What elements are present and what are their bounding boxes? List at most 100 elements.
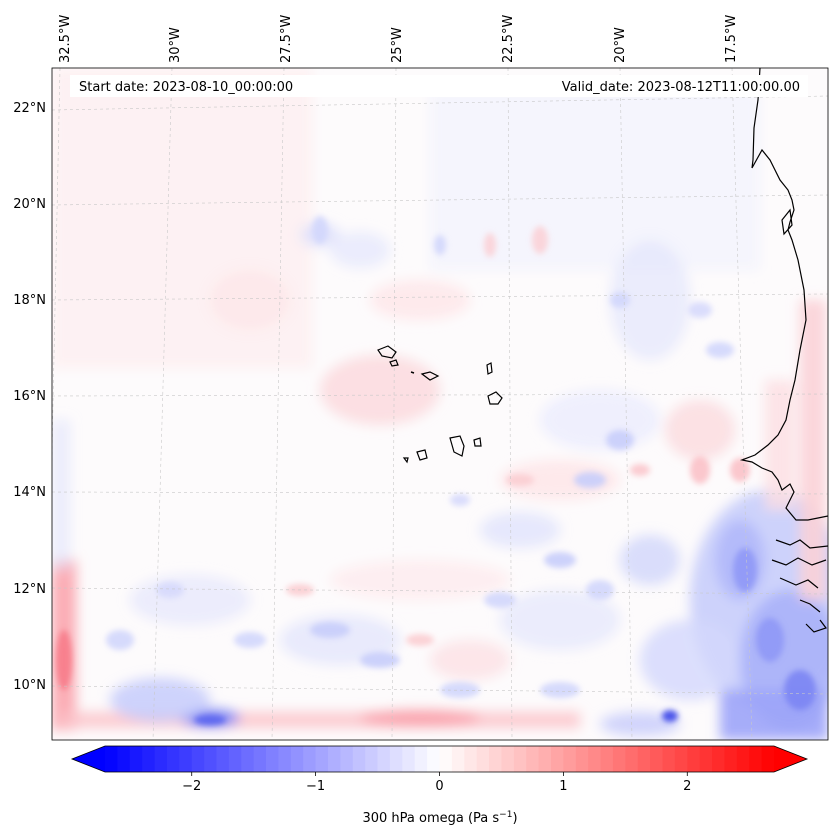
colorbar-cell [402, 746, 416, 772]
colorbar-title-end: ) [512, 811, 517, 826]
colorbar-cell [315, 746, 329, 772]
colorbar-tick: 2 [683, 772, 691, 794]
colorbar-cell [340, 746, 354, 772]
lat-tick-label: 18°N [13, 293, 46, 308]
colorbar-cell [687, 746, 701, 772]
lat-tick-label: 14°N [13, 485, 46, 500]
colorbar-cell [377, 746, 391, 772]
colorbar-cell [637, 746, 651, 772]
colorbar-cell [538, 746, 552, 772]
start-date-label: Start date: 2023-08-10_00:00:00 [79, 80, 293, 95]
colorbar-ticks: −2 −1 0 1 2 [182, 772, 691, 794]
colorbar-title-main: 300 hPa omega (Pa s [362, 811, 499, 826]
colorbar-extend-max [774, 746, 807, 772]
island-dot [410, 371, 415, 374]
gridlines [52, 68, 828, 740]
annotation-box [70, 75, 808, 97]
colorbar-cell [154, 746, 168, 772]
colorbar-tick: 0 [435, 772, 444, 794]
colorbar-cell [290, 746, 304, 772]
colorbar-cell [551, 746, 564, 772]
colorbar-cell [191, 746, 205, 772]
colorbar-cell [142, 746, 156, 772]
colorbar-cells [105, 746, 775, 772]
colorbar-tick: 1 [559, 772, 568, 794]
colorbar-cell [389, 746, 403, 772]
lon-tick-label: 22.5°W [501, 15, 516, 63]
lat-tick-labels: 22°N 20°N 18°N 16°N 14°N 12°N 10°N [13, 101, 46, 693]
colorbar-cell [204, 746, 218, 772]
colorbar-cell [588, 746, 602, 772]
lon-tick-label: 17.5°W [724, 15, 739, 63]
valid-date-label: Valid_date: 2023-08-12T11:00:00.00 [562, 80, 800, 95]
colorbar-title: 300 hPa omega (Pa s−1) [362, 810, 517, 826]
colorbar-cell [600, 746, 614, 772]
colorbar-cell [427, 746, 441, 772]
colorbar-cell [712, 746, 726, 772]
colorbar-tick: −2 [182, 772, 201, 794]
colorbar-cell [761, 746, 775, 772]
colorbar-cell [489, 746, 503, 772]
colorbar-tick-label: 1 [559, 779, 567, 794]
colorbar-cell [328, 746, 341, 772]
colorbar: −2 −1 0 1 2 300 hPa om [70, 745, 809, 826]
coastlines [377, 68, 828, 633]
lat-tick-label: 20°N [13, 197, 46, 212]
colorbar-cell [464, 746, 478, 772]
lat-tick-label: 16°N [13, 389, 46, 404]
colorbar-cell [241, 746, 255, 772]
colorbar-cell [253, 746, 267, 772]
colorbar-extend-min [72, 746, 105, 772]
colorbar-cell [476, 746, 490, 772]
lat-tick-label: 22°N [13, 101, 46, 116]
colorbar-tick-label: 2 [683, 779, 691, 794]
colorbar-title-sup: −1 [499, 810, 512, 820]
colorbar-cell [179, 746, 193, 772]
lon-tick-label: 30°W [168, 27, 183, 63]
colorbar-cell [724, 746, 738, 772]
colorbar-outline [70, 745, 809, 773]
colorbar-cell [439, 746, 453, 772]
lon-tick-label: 20°W [613, 27, 628, 63]
colorbar-cell [699, 746, 713, 772]
colorbar-cell [414, 746, 428, 772]
colorbar-cell [365, 746, 379, 772]
lon-tick-label: 25°W [390, 27, 405, 63]
colorbar-cell [650, 746, 664, 772]
colorbar-cell [216, 746, 230, 772]
lon-tick-label: 27.5°W [279, 15, 294, 63]
colorbar-cell [117, 746, 131, 772]
colorbar-cell [352, 746, 366, 772]
lat-tick-label: 12°N [13, 582, 46, 597]
colorbar-cell [303, 746, 317, 772]
colorbar-cell [513, 746, 527, 772]
colorbar-cell [228, 746, 242, 772]
colorbar-cell [166, 746, 180, 772]
colorbar-cell [129, 746, 143, 772]
lon-tick-label: 32.5°W [58, 15, 73, 63]
colorbar-cell [749, 746, 763, 772]
colorbar-cell [526, 746, 540, 772]
colorbar-cell [674, 746, 688, 772]
colorbar-cell [736, 746, 750, 772]
colorbar-cell [575, 746, 589, 772]
colorbar-cell [501, 746, 515, 772]
colorbar-cell [266, 746, 280, 772]
colorbar-cell [278, 746, 292, 772]
colorbar-cell [451, 746, 465, 772]
colorbar-cell [662, 746, 676, 772]
colorbar-tick-label: 0 [435, 779, 443, 794]
map-frame [51, 67, 829, 741]
colorbar-tick-label: −2 [182, 779, 201, 794]
colorbar-cell [625, 746, 639, 772]
colorbar-cell [612, 746, 626, 772]
lat-tick-label: 10°N [13, 678, 46, 693]
omega-field [52, 68, 828, 740]
colorbar-cell [563, 746, 577, 772]
lon-tick-labels: 32.5°W 30°W 27.5°W 25°W 22.5°W 20°W 17.5… [58, 15, 739, 63]
colorbar-tick: −1 [306, 772, 325, 794]
colorbar-cell [105, 746, 118, 772]
colorbar-tick-label: −1 [306, 779, 325, 794]
